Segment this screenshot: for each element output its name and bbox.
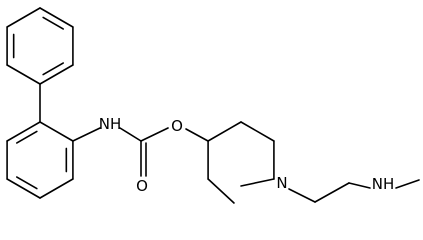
bond (42, 62, 64, 76)
bond (16, 130, 38, 144)
bond (185, 128, 209, 142)
bond (207, 121, 242, 142)
bond (6, 64, 41, 85)
atom-label: NH (372, 175, 395, 193)
bond (39, 178, 74, 199)
bond (16, 176, 38, 190)
atom-label: O (136, 177, 148, 195)
bond (348, 182, 371, 189)
atom-label: NH (99, 115, 122, 133)
bond (288, 188, 316, 203)
bond (6, 121, 41, 142)
bond (39, 121, 74, 142)
molecule-diagram: NH O O N NH (6, 7, 420, 204)
bond (240, 121, 275, 142)
bond (140, 127, 169, 142)
bond (207, 178, 235, 204)
bonds (6, 7, 420, 204)
bond (395, 179, 420, 189)
bond (39, 7, 74, 28)
atom-label: O (171, 117, 183, 135)
bond (240, 178, 275, 187)
bond (6, 178, 41, 199)
bond (119, 127, 142, 142)
atom-label: N (276, 174, 287, 192)
bond (314, 182, 350, 203)
bond (42, 16, 64, 30)
bond (39, 64, 74, 85)
bond (72, 127, 101, 142)
bond (6, 7, 41, 28)
